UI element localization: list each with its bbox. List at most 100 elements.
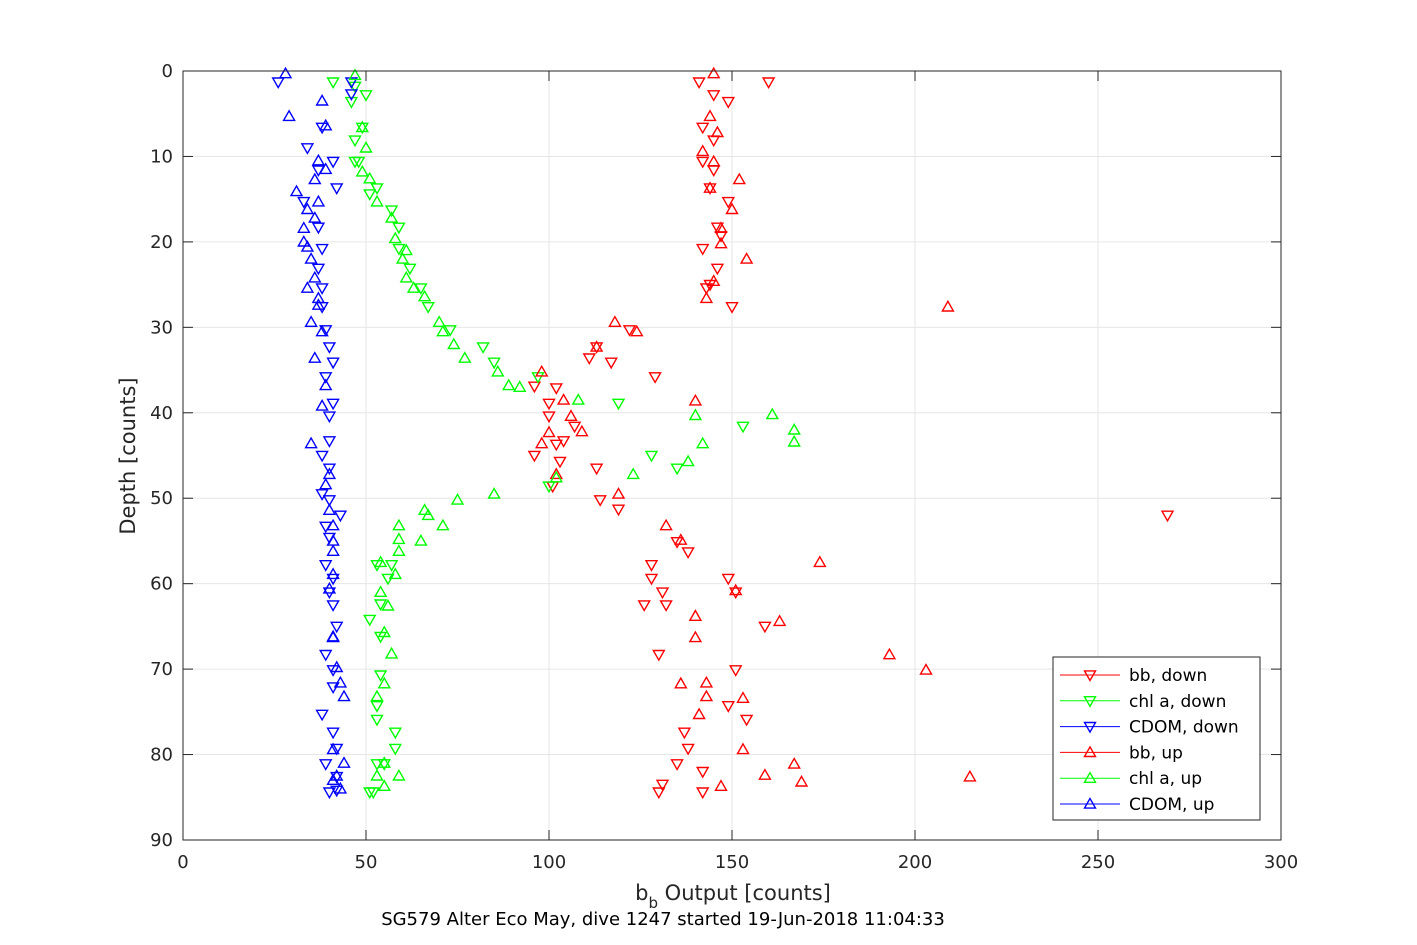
data-point [384, 560, 399, 572]
data-point [681, 454, 695, 467]
x-tick-label: 100 [532, 852, 566, 873]
data-point [739, 252, 754, 264]
data-point [593, 495, 607, 507]
series-4 [348, 68, 801, 791]
data-point [534, 436, 549, 449]
data-point [787, 434, 801, 447]
data-point [381, 598, 395, 611]
legend-marker [1083, 670, 1097, 682]
data-point [370, 194, 384, 207]
data-point [721, 196, 736, 209]
data-point [542, 411, 556, 424]
data-point [329, 785, 344, 798]
data-point [311, 291, 326, 304]
data-point [322, 787, 337, 800]
data-point [688, 609, 703, 621]
data-point [695, 243, 710, 256]
data-point [567, 421, 582, 434]
data-point [282, 109, 296, 122]
data-point [732, 172, 747, 185]
legend-label: bb, down [1129, 666, 1207, 686]
data-point [758, 621, 772, 634]
data-point [395, 252, 410, 264]
data-point [772, 614, 787, 627]
legend-marker [1083, 721, 1097, 734]
data-point [736, 691, 750, 703]
y-tick-label: 80 [150, 745, 173, 766]
data-point [337, 689, 351, 702]
y-axis-label: Depth [counts] [116, 377, 140, 534]
data-point [714, 779, 728, 791]
data-point [311, 298, 326, 310]
legend-label: CDOM, down [1129, 718, 1239, 738]
data-point [388, 567, 403, 580]
data-point [564, 409, 578, 421]
legend-marker [1083, 797, 1097, 809]
data-point [318, 560, 333, 572]
data-point [706, 274, 721, 286]
data-point [695, 144, 710, 157]
data-point [348, 68, 362, 81]
data-point [659, 600, 673, 612]
data-point [333, 675, 348, 688]
series-3 [534, 66, 977, 791]
y-tick-label: 70 [150, 659, 173, 680]
data-point [699, 675, 714, 688]
data-point [582, 353, 597, 366]
data-point [311, 153, 326, 166]
data-point [695, 122, 710, 135]
data-point [326, 629, 340, 642]
data-point [728, 587, 743, 600]
data-point [399, 243, 414, 256]
legend: bb, down chl a, down CDOM, down bb, up chl a… [1052, 656, 1261, 821]
data-point [329, 660, 344, 673]
data-point [414, 283, 428, 295]
data-point [714, 221, 728, 234]
data-point [637, 600, 651, 612]
data-point [432, 315, 446, 327]
legend-marker [1083, 745, 1097, 758]
data-point [421, 508, 435, 521]
data-point [322, 467, 337, 480]
data-point [362, 171, 377, 184]
x-tick-label: 300 [1264, 852, 1298, 873]
legend-label: chl a, down [1129, 692, 1226, 712]
data-point [370, 689, 384, 702]
data-point [512, 380, 527, 392]
data-point [370, 714, 384, 727]
data-point [491, 364, 505, 377]
legend-box [1052, 656, 1261, 821]
data-point [571, 393, 586, 405]
data-point [725, 302, 739, 314]
data-point [289, 184, 304, 197]
data-point [318, 378, 333, 391]
data-point [787, 422, 801, 435]
data-point [388, 231, 403, 244]
data-point [450, 492, 465, 505]
data-point [344, 96, 359, 109]
data-point [373, 670, 388, 683]
data-point [392, 243, 406, 256]
data-point [399, 270, 414, 283]
data-point [611, 487, 626, 499]
data-point [315, 93, 329, 106]
x-axis-label: bb Output [counts] [635, 881, 831, 912]
data-point [377, 779, 392, 791]
data-point [359, 140, 373, 153]
data-point [699, 283, 714, 295]
data-point [326, 573, 340, 586]
data-point [549, 383, 564, 395]
data-point [344, 77, 359, 90]
data-point [315, 283, 329, 295]
data-point [333, 781, 348, 794]
data-point [297, 234, 311, 247]
data-point [326, 567, 340, 580]
data-point [670, 537, 684, 549]
series-5 [278, 66, 351, 794]
data-point [549, 467, 564, 480]
data-point [318, 477, 333, 490]
data-point [527, 381, 542, 394]
data-point [447, 337, 461, 350]
data-point [322, 463, 337, 476]
